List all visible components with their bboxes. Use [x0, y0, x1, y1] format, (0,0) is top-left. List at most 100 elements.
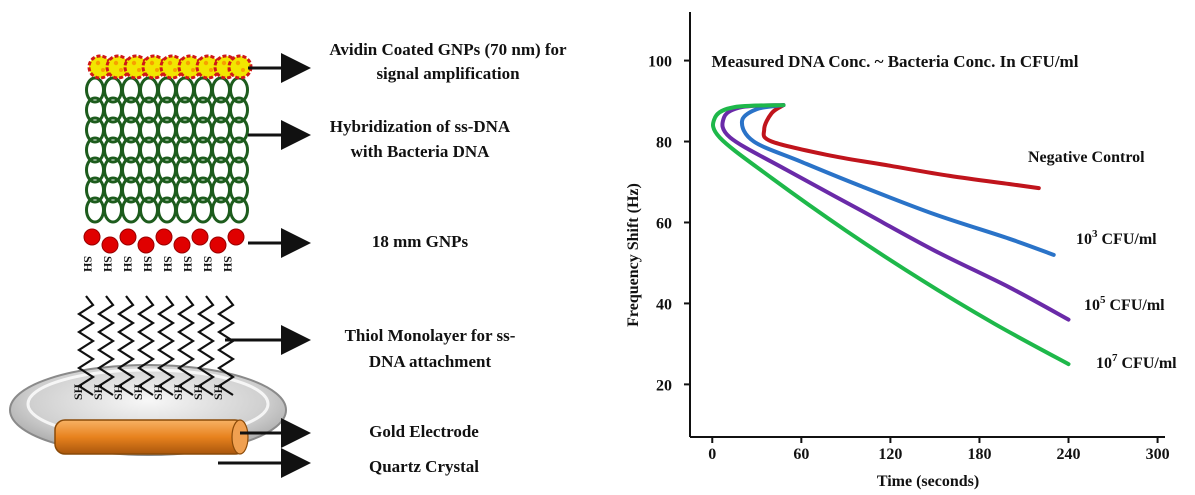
gnp-particle [155, 228, 173, 246]
dna-helix-loop [229, 196, 249, 224]
avidin-gnp-dot [185, 60, 191, 66]
gnp-particle [119, 228, 137, 246]
y-axis-ticks: 20 40 60 80 100 [648, 54, 690, 394]
x-tick-label: 120 [878, 446, 902, 463]
gnp-layer [83, 228, 245, 254]
avidin-gnp-dot [173, 68, 177, 72]
gnp-particle [173, 236, 191, 254]
thiol-chain [96, 295, 116, 396]
thiol-chain [116, 295, 136, 396]
avidin-gnp-dot [167, 60, 173, 66]
avidin-gnp-dot [95, 60, 101, 66]
avidin-gnp-dot [203, 60, 209, 66]
avidin-gnp-dot [209, 68, 213, 72]
sh-group-bottom: SH [131, 383, 145, 400]
y-tick-label: 40 [656, 296, 672, 313]
avidin-gnp-dot [191, 68, 195, 72]
avidin-gnp [227, 54, 253, 80]
y-tick-label: 100 [648, 54, 672, 71]
gold-electrode-end [231, 419, 249, 455]
y-tick-label: 60 [656, 215, 672, 232]
gnp-particle [83, 228, 101, 246]
series-label-2: 105 CFU/ml [1084, 294, 1165, 314]
sh-group-bottom: SH [151, 383, 165, 400]
y-tick-label: 20 [656, 377, 672, 394]
sh-group-top: SH [201, 256, 215, 273]
thiol-chain [76, 295, 96, 396]
label-thiol-line2: DNA attachment [369, 352, 492, 371]
dna-helix-loop [229, 176, 249, 204]
x-tick-label: 180 [967, 446, 991, 463]
label-quartz-crystal: Quartz Crystal [369, 457, 479, 476]
gnp-particle [191, 228, 209, 246]
qcm-sensor-diagram: SH SH SH SH SH SH SH SH SH SH SH SH SH SH SH SH Avidin … [9, 40, 567, 478]
x-tick-label: 0 [708, 446, 716, 463]
gnp-particle [209, 236, 227, 254]
dna-hybridization-layer [85, 76, 249, 224]
sh-group-bottom: SH [71, 383, 85, 400]
x-axis-label: Time (seconds) [877, 473, 979, 490]
y-tick-label: 80 [656, 135, 672, 152]
sh-group-top: SH [181, 256, 195, 273]
label-avidin-line2: signal amplification [376, 64, 520, 83]
thiol-chain [216, 295, 236, 396]
label-hybridization-line2: with Bacteria DNA [351, 142, 491, 161]
avidin-gnp-dot [241, 68, 245, 72]
thiol-monolayer: SH SH SH SH SH SH SH SH SH SH SH SH SH SH SH SH [71, 256, 236, 400]
x-tick-label: 60 [793, 446, 809, 463]
avidin-gnp-dot [101, 68, 105, 72]
label-thiol-line1: Thiol Monolayer for ss- [345, 326, 516, 345]
sh-group-top: SH [221, 256, 235, 273]
avidin-gnp-dot [155, 68, 159, 72]
gnp-particle [137, 236, 155, 254]
thiol-chain [156, 295, 176, 396]
sh-group-top: SH [141, 256, 155, 273]
label-gnps: 18 mm GNPs [372, 232, 469, 251]
avidin-gnp-dot [131, 60, 137, 66]
series-label-0: Negative Control [1028, 149, 1145, 166]
sh-group-top: SH [101, 256, 115, 273]
sh-group-top: SH [161, 256, 175, 273]
thiol-chain [196, 295, 216, 396]
avidin-gnp-dot [149, 60, 155, 66]
frequency-shift-chart: 20 40 60 80 100 0 60 120 180 240 300 Negative Con… [625, 12, 1177, 490]
sh-group-bottom: SH [111, 383, 125, 400]
x-tick-label: 240 [1057, 446, 1081, 463]
gnp-particle [101, 236, 119, 254]
dna-helix-loop [229, 136, 249, 164]
chart-title: Measured DNA Conc. ~ Bacteria Conc. In C… [712, 52, 1079, 71]
avidin-gnp-dot [137, 68, 141, 72]
series-labels: Negative Control 103 CFU/ml 105 CFU/ml 107 … [1028, 149, 1177, 372]
dna-helix-loop [229, 156, 249, 184]
avidin-gnp-dot [235, 60, 241, 66]
series-line-1 [739, 103, 1056, 257]
avidin-gnp-dot [221, 60, 227, 66]
series-label-3: 107 CFU/ml [1096, 352, 1177, 372]
avidin-gnp-dot [119, 68, 123, 72]
thiol-chain [136, 295, 156, 396]
sh-group-top: SH [81, 256, 95, 273]
label-gold-electrode: Gold Electrode [369, 422, 479, 441]
series-lines [711, 103, 1071, 367]
x-tick-label: 300 [1146, 446, 1170, 463]
thiol-chain [176, 295, 196, 396]
label-hybridization-line1: Hybridization of ss-DNA [330, 117, 511, 136]
series-line-2 [720, 103, 1071, 322]
dna-helix-loop [229, 96, 249, 124]
dna-helix-loop [229, 116, 249, 144]
series-line-3 [711, 103, 1071, 367]
sh-group-bottom: SH [91, 383, 105, 400]
avidin-gnp-dot [113, 60, 119, 66]
x-axis-ticks: 0 60 120 180 240 300 [708, 437, 1170, 463]
y-axis-label: Frequency Shift (Hz) [625, 183, 642, 327]
sh-group-bottom: SH [171, 383, 185, 400]
sh-group-bottom: SH [191, 383, 205, 400]
series-line-0 [761, 103, 1041, 191]
gold-electrode [54, 419, 246, 455]
gnp-particle [227, 228, 245, 246]
series-label-1: 103 CFU/ml [1076, 228, 1157, 248]
sh-group-top: SH [121, 256, 135, 273]
label-avidin-line1: Avidin Coated GNPs (70 nm) for [329, 40, 567, 59]
avidin-gnp-layer [87, 54, 253, 80]
